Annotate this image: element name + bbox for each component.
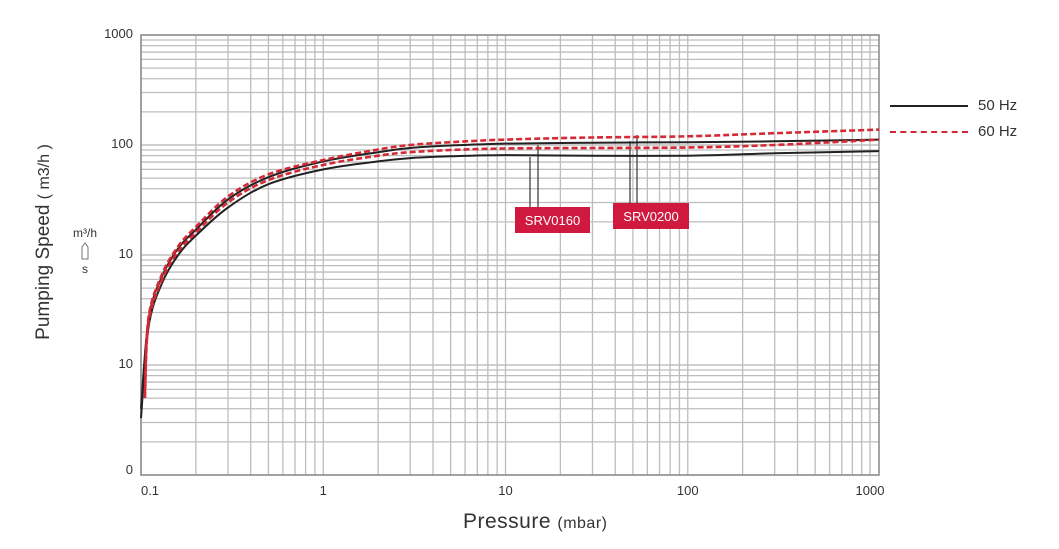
- data-series: [140, 128, 880, 419]
- series-srv0200-50-hz: [140, 138, 880, 409]
- x-axis-label: Pressure (mbar): [463, 510, 607, 534]
- x-axis-unit: (mbar): [557, 515, 608, 532]
- x-tick-label: 0.1: [140, 483, 160, 498]
- series-srv0200-60-hz: [143, 128, 880, 394]
- up-arrow-icon: [81, 242, 89, 260]
- annotation-srv0200-label: SRV0200: [623, 208, 679, 224]
- dashed-line-icon: [890, 130, 968, 133]
- y-axis-label-text: Pumping Speed: [33, 204, 54, 340]
- series-srv0160-50-hz: [140, 150, 880, 419]
- y-tick-label: 10: [118, 246, 133, 261]
- legend-label-60hz: 60 Hz: [978, 123, 1018, 140]
- x-tick-label: 1000: [855, 483, 885, 498]
- x-tick-label: 10: [498, 483, 513, 498]
- unit-note-bottom: s: [82, 262, 88, 276]
- annotation-srv0160: SRV0160: [515, 207, 590, 233]
- y-tick-label: 0: [125, 462, 133, 477]
- solid-line-icon: [890, 104, 968, 107]
- legend-item-50hz: 50 Hz: [890, 97, 1017, 114]
- y-tick-label: 1000: [104, 26, 133, 41]
- y-axis-label: Pumping Speed ( m3/h ): [33, 144, 55, 340]
- x-tick-label: 100: [676, 483, 699, 498]
- legend-label-50hz: 50 Hz: [978, 97, 1018, 114]
- y-axis-unit: ( m3/h ): [36, 144, 53, 200]
- unit-note-top: m³/h: [73, 226, 97, 240]
- annotation-leader-lines: [529, 135, 638, 207]
- unit-note: m³/h s: [70, 226, 100, 276]
- series-srv0160-60-hz: [143, 138, 880, 399]
- annotation-srv0160-label: SRV0160: [524, 212, 581, 228]
- x-tick-label: 1: [319, 483, 327, 498]
- y-tick-label: 10: [118, 356, 133, 371]
- legend-item-60hz: 60 Hz: [890, 123, 1017, 140]
- grid-lines: [140, 34, 879, 476]
- y-tick-label: 100: [111, 136, 133, 151]
- annotation-srv0200: SRV0200: [613, 203, 689, 229]
- x-axis-label-text: Pressure: [463, 510, 552, 533]
- plot-frame: [140, 34, 880, 476]
